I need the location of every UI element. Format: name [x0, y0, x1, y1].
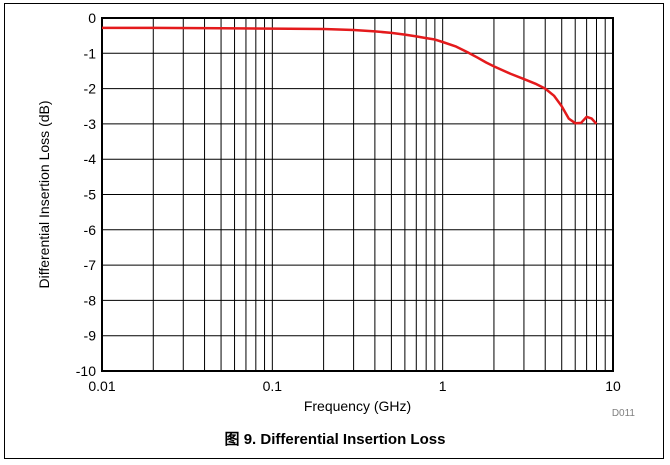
- x-tick-label: 1: [439, 378, 447, 394]
- figure-caption: 图 9. Differential Insertion Loss: [224, 431, 446, 448]
- y-tick-label: -10: [76, 363, 96, 379]
- y-tick-label: 0: [88, 10, 96, 26]
- x-axis-label: Frequency (GHz): [304, 398, 411, 414]
- figure-id-label: D011: [612, 408, 636, 419]
- x-tick-label: 10: [605, 378, 621, 394]
- y-tick-label: -6: [84, 222, 97, 238]
- grid: [101, 17, 613, 372]
- y-axis-label: Differential Insertion Loss (dB): [36, 100, 52, 288]
- figure-frame: 0 -1 -2 -3 -4 -5 -6 -7 -8 -9 -10 0.01 0.1 1 10 Freque…: [4, 3, 664, 459]
- y-tick-label: -4: [84, 151, 97, 167]
- insertion-loss-chart: 0 -1 -2 -3 -4 -5 -6 -7 -8 -9 -10 0.01 0.1 1 10 Freque…: [36, 10, 636, 419]
- x-tick-labels: 0.01 0.1 1 10: [88, 378, 621, 394]
- plot-area: [101, 17, 614, 372]
- y-tick-label: -3: [84, 116, 97, 132]
- y-tick-labels: 0 -1 -2 -3 -4 -5 -6 -7 -8 -9 -10: [76, 10, 96, 379]
- y-tick-label: -8: [84, 292, 97, 308]
- y-tick-label: -9: [84, 328, 97, 344]
- series-line: [102, 26, 598, 125]
- x-tick-label: 0.01: [88, 378, 115, 394]
- y-tick-label: -7: [84, 257, 97, 273]
- y-tick-label: -2: [84, 81, 97, 97]
- y-tick-label: -5: [84, 187, 97, 203]
- x-tick-label: 0.1: [263, 378, 283, 394]
- y-tick-label: -1: [84, 45, 97, 61]
